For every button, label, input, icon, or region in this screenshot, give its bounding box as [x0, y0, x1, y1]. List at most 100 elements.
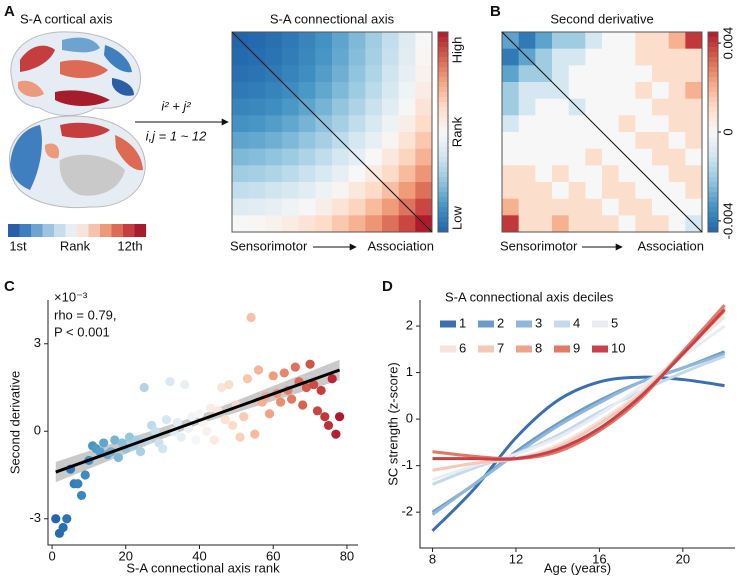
colorbar-step: [438, 167, 448, 173]
heatmap-cell: [585, 82, 603, 99]
heatmap-cell: [265, 215, 283, 233]
point: [264, 409, 275, 419]
heatmap-cell: [618, 48, 636, 66]
x-tick-label: 60: [266, 548, 280, 563]
heatmap-cell: [602, 98, 619, 116]
heatmap-cell: [568, 65, 586, 83]
heatmap-cell: [365, 182, 383, 199]
point: [298, 400, 308, 410]
heatmap-cell: [668, 48, 686, 66]
point: [242, 374, 253, 384]
heatmap-cell: [248, 148, 266, 166]
heatmap-cell: [315, 132, 333, 149]
heatmap-cell: [265, 32, 283, 49]
formula: i² + j²: [161, 98, 191, 113]
x-tick-label: 12: [509, 551, 523, 566]
x-tick-label: 40: [192, 548, 206, 563]
heatmap-cell: [365, 98, 383, 116]
colorbar-swatch: [31, 224, 43, 237]
heatmap-cell: [248, 32, 266, 49]
colorbar-tick-label: 0: [720, 128, 735, 135]
colorbar-step: [438, 202, 448, 208]
heatmap-cell: [315, 148, 333, 166]
chart-title: S-A connectional axis: [270, 11, 395, 26]
heatmap-cell: [332, 215, 349, 233]
heatmap-cell: [602, 115, 619, 133]
colorbar-step: [708, 167, 718, 173]
heatmap-cell: [232, 198, 249, 216]
colorbar-step: [708, 82, 718, 88]
colorbar-step: [438, 97, 448, 103]
heatmap-cell: [668, 65, 686, 83]
heatmap-cell: [265, 182, 283, 199]
heatmap-cell: [248, 132, 266, 149]
point: [309, 379, 319, 390]
heatmap-cell: [315, 98, 333, 116]
heatmap-cell: [535, 32, 553, 49]
heatmap-cell: [635, 198, 653, 216]
point: [334, 412, 345, 422]
y-tick-label: 3: [34, 335, 41, 350]
point: [80, 470, 90, 480]
point: [172, 417, 182, 428]
legend-title: S-A connectional axis deciles: [445, 289, 614, 304]
heatmap-cell: [502, 65, 519, 83]
colorbar-swatch: [54, 224, 66, 237]
axis: [419, 300, 735, 549]
colorbar-step: [438, 72, 448, 78]
heatmap-cell: [415, 115, 433, 133]
chart-title: Second derivative: [550, 11, 653, 26]
scale-label: ×10⁻³: [54, 289, 88, 304]
heatmap-cell: [332, 115, 349, 133]
heatmap-cell: [568, 182, 586, 199]
heatmap-cell: [618, 165, 636, 183]
colorbar-step: [708, 37, 718, 43]
heatmap-cell: [248, 198, 266, 216]
colorbar-swatch: [8, 224, 20, 237]
point: [220, 414, 230, 425]
heatmap-cell: [652, 132, 669, 149]
colorbar-step: [708, 42, 718, 48]
heatmap-cell: [282, 182, 299, 199]
heatmap-cell: [502, 132, 519, 149]
point: [176, 432, 186, 442]
legend-label: 3: [535, 315, 542, 330]
heatmap-cell: [365, 48, 383, 66]
heatmap-cell: [265, 82, 283, 99]
heatmap-cell: [552, 215, 569, 233]
colorbar-swatch: [134, 224, 147, 237]
point: [320, 412, 330, 422]
heatmap-cell: [602, 65, 619, 83]
heatmap-cell: [635, 115, 653, 133]
heatmap-cell: [232, 132, 249, 149]
heatmap-cell: [652, 198, 669, 216]
heatmap-cell: [332, 82, 349, 99]
heatmap-cell: [282, 32, 299, 49]
heatmap-cell: [315, 182, 333, 199]
colorbar-step: [708, 177, 718, 183]
y-tick-label: 0: [34, 423, 41, 438]
heatmap-cell: [398, 48, 416, 66]
heatmap-cell: [265, 98, 283, 116]
heatmap-cell: [502, 115, 519, 133]
heatmap-cell: [685, 65, 703, 83]
colorbar-swatch: [88, 224, 101, 237]
heatmap-cell: [518, 215, 536, 233]
heatmap-cell: [568, 82, 586, 99]
colorbar-step: [708, 72, 718, 78]
point: [209, 435, 219, 445]
heatmap-cell: [315, 65, 333, 83]
heatmap-cell: [552, 198, 569, 216]
heatmap-cell: [398, 132, 416, 149]
heatmap-cell: [382, 198, 399, 216]
colorbar-swatch: [65, 224, 78, 237]
brain-colorbar: [8, 224, 147, 237]
heatmap-cell: [382, 215, 399, 233]
legend-label: 7: [497, 340, 504, 355]
colorbar-step: [708, 227, 718, 233]
heatmap-cell: [332, 165, 349, 183]
colorbar-label: Low: [449, 205, 464, 229]
colorbar-step: [438, 177, 448, 183]
heatmap-cell: [348, 48, 366, 66]
heatmap-cell: [348, 65, 366, 83]
